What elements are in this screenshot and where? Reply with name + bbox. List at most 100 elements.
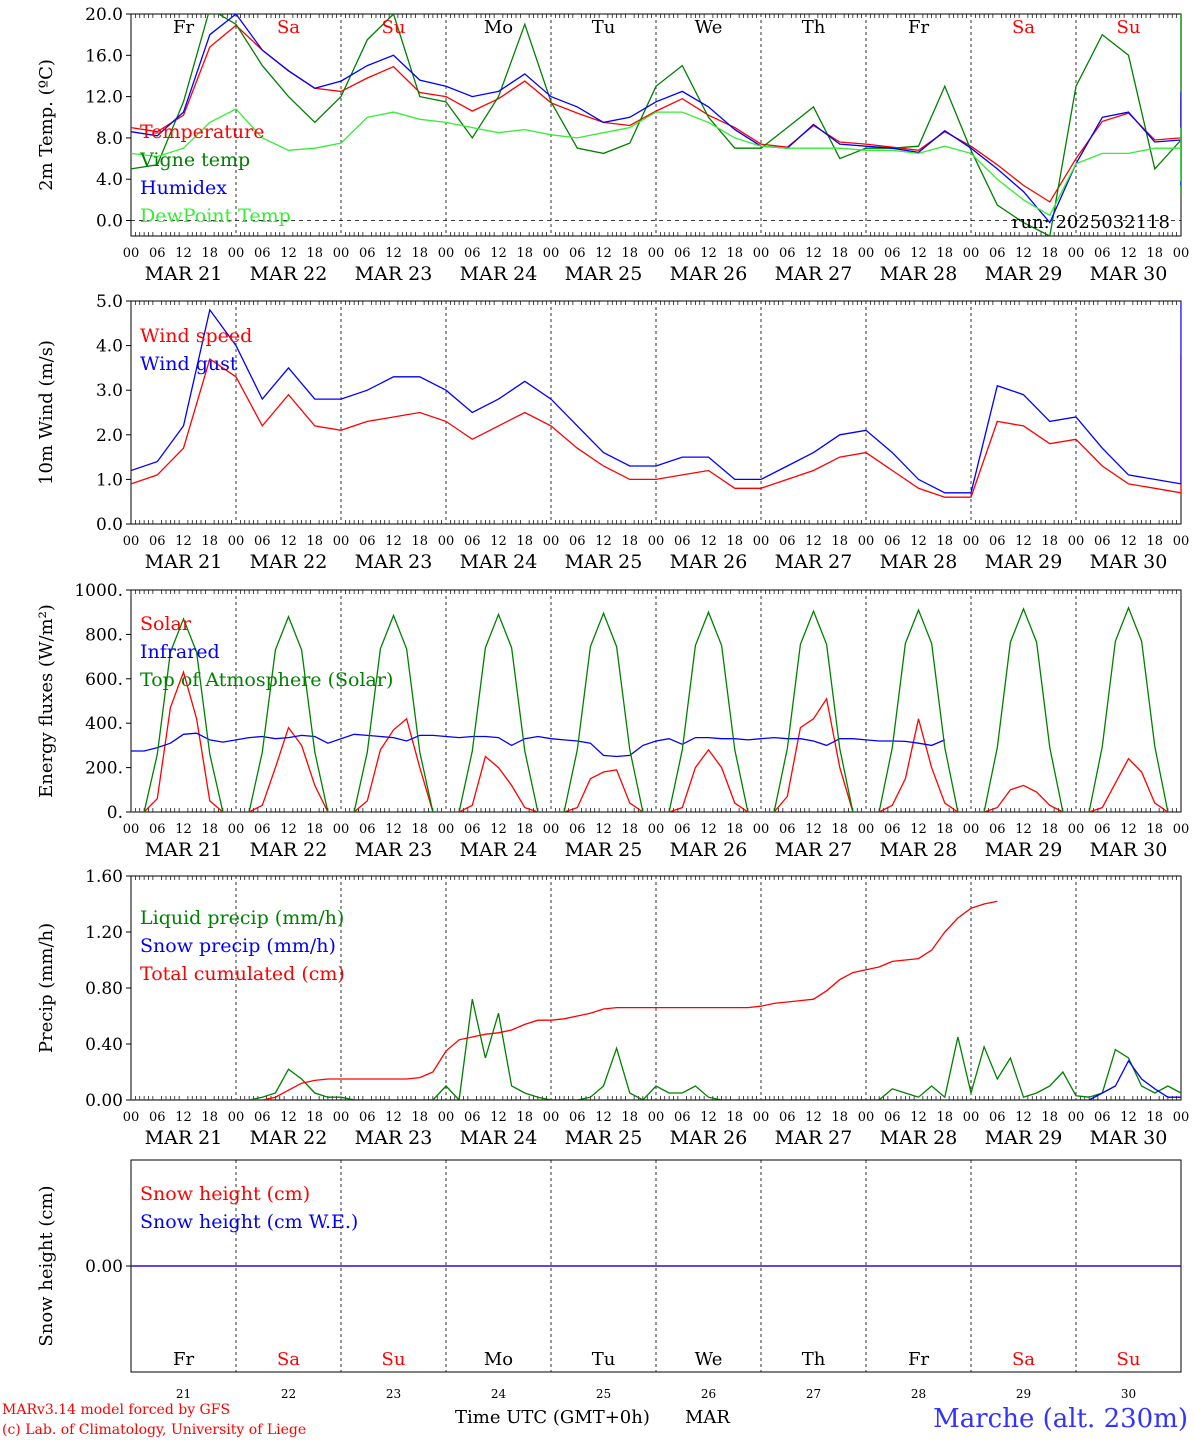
- hour-tick-label: 00: [753, 822, 770, 837]
- hour-tick-label: 00: [228, 822, 245, 837]
- y-axis-label: Energy fluxes (W/m²): [36, 604, 57, 798]
- date-label: MAR 25: [565, 263, 643, 285]
- weekday-label: Th: [802, 1349, 826, 1370]
- y-tick-label: 400.: [85, 714, 123, 734]
- y-tick-label: 800.: [85, 625, 123, 645]
- legend-entry: DewPoint Temp: [140, 205, 291, 227]
- y-tick-label: 8.0: [96, 129, 123, 149]
- chart-panel-2: 0.0 1.0 2.0 3.0 4.0 5.0 10m Wind (m/s) Wind spe…: [36, 292, 1189, 573]
- date-label: MAR 30: [1090, 263, 1168, 285]
- weekday-label: Th: [802, 17, 826, 38]
- hour-tick-label: 06: [359, 534, 376, 549]
- hour-tick-label: 00: [648, 822, 665, 837]
- hour-tick-label: 00: [1173, 1110, 1190, 1125]
- hour-tick-label: 00: [648, 1110, 665, 1125]
- hour-tick-label: 00: [858, 534, 875, 549]
- hour-tick-label: 06: [149, 1110, 166, 1125]
- hour-tick-label: 00: [543, 822, 560, 837]
- hour-tick-label: 06: [884, 822, 901, 837]
- hour-tick-label: 18: [1146, 246, 1163, 261]
- hour-tick-label: 06: [359, 822, 376, 837]
- hour-tick-label: 00: [123, 246, 140, 261]
- chart-panel-4: 0.00 0.40 0.80 1.20 1.60 Precip (mm/h) Liquid …: [36, 867, 1189, 1149]
- hour-tick-label: 00: [1068, 246, 1085, 261]
- series-line: [131, 14, 1181, 224]
- hour-tick-label: 12: [805, 822, 822, 837]
- date-label: MAR 29: [985, 839, 1063, 861]
- hour-tick-label: 18: [726, 822, 743, 837]
- x-axis-month: MAR: [685, 1407, 730, 1428]
- weekday-label: We: [695, 1349, 723, 1370]
- hour-tick-label: 06: [1094, 534, 1111, 549]
- y-tick-label: 0.80: [85, 979, 123, 999]
- hour-tick-label: 12: [1120, 534, 1137, 549]
- hour-tick-label: 06: [989, 246, 1006, 261]
- legend-entry: Wind gust: [140, 353, 238, 375]
- hour-tick-label: 06: [254, 534, 271, 549]
- hour-tick-label: 18: [1041, 1110, 1058, 1125]
- chart-panel-3: 0. 200. 400. 600. 800. 1000. Energy fluxes (W/…: [36, 581, 1189, 861]
- date-label: MAR 23: [355, 263, 433, 285]
- hour-tick-label: 18: [936, 534, 953, 549]
- hour-tick-label: 12: [1015, 246, 1032, 261]
- hour-tick-label: 18: [621, 246, 638, 261]
- date-label: MAR 30: [1090, 839, 1168, 861]
- series-line: [131, 301, 1181, 494]
- hour-tick-label: 06: [464, 534, 481, 549]
- date-label: MAR 30: [1090, 1127, 1168, 1149]
- hour-tick-label: 18: [621, 1110, 638, 1125]
- hour-tick-label: 18: [411, 246, 428, 261]
- hour-tick-label: 00: [543, 1110, 560, 1125]
- hour-tick-label: 06: [149, 822, 166, 837]
- date-label: MAR 25: [565, 1127, 643, 1149]
- weekday-label: Fr: [173, 17, 194, 38]
- hour-tick-label: 18: [516, 246, 533, 261]
- y-tick-label: 2.0: [96, 426, 123, 446]
- weekday-label: Sa: [1012, 17, 1035, 38]
- weekday-label: Su: [1117, 17, 1141, 38]
- station-label: Marche (alt. 230m): [933, 1404, 1188, 1434]
- y-tick-label: 1.20: [85, 923, 123, 943]
- legend-entry: Humidex: [140, 177, 227, 199]
- hour-tick-label: 00: [1173, 822, 1190, 837]
- weekday-label: Fr: [908, 1349, 929, 1370]
- weekday-label: Sa: [277, 17, 300, 38]
- date-label: MAR 28: [880, 263, 958, 285]
- hour-tick-label: 18: [726, 246, 743, 261]
- hour-tick-label: 00: [1068, 1110, 1085, 1125]
- date-label: MAR 29: [985, 551, 1063, 573]
- hour-tick-label: 18: [201, 534, 218, 549]
- hour-tick-label: 12: [175, 1110, 192, 1125]
- hour-tick-label: 06: [254, 246, 271, 261]
- day-number-label: 30: [1121, 1387, 1136, 1401]
- hour-tick-label: 18: [306, 1110, 323, 1125]
- hour-tick-label: 18: [1041, 246, 1058, 261]
- legend-entry: Infrared: [140, 641, 220, 663]
- hour-tick-label: 00: [858, 1110, 875, 1125]
- run-label: run: 2025032118: [1012, 212, 1170, 233]
- date-label: MAR 24: [460, 551, 538, 573]
- weekday-label: Tu: [592, 17, 616, 38]
- date-label: MAR 23: [355, 551, 433, 573]
- date-label: MAR 27: [775, 839, 853, 861]
- date-label: MAR 24: [460, 263, 538, 285]
- weekday-label: Mo: [484, 1349, 513, 1370]
- hour-tick-label: 00: [438, 822, 455, 837]
- hour-tick-label: 12: [175, 246, 192, 261]
- hour-tick-label: 06: [884, 534, 901, 549]
- legend-entry: Snow precip (mm/h): [140, 935, 336, 957]
- chart-panels: 0.0 4.0 8.0 12.0 16.0 20.0 2m Temp. (ºC) Temper…: [36, 5, 1189, 1401]
- y-tick-label: 0.40: [85, 1035, 123, 1055]
- day-number-label: 24: [491, 1387, 507, 1401]
- hour-tick-label: 12: [910, 534, 927, 549]
- hour-tick-label: 00: [753, 534, 770, 549]
- date-label: MAR 27: [775, 1127, 853, 1149]
- legend-entry: Top of Atmosphere (Solar): [140, 669, 393, 691]
- hour-tick-label: 06: [989, 1110, 1006, 1125]
- hour-tick-label: 00: [1173, 534, 1190, 549]
- weekday-label: Sa: [277, 1349, 300, 1370]
- hour-tick-label: 00: [1068, 822, 1085, 837]
- day-number-label: 27: [806, 1387, 821, 1401]
- series-line: [131, 354, 1181, 498]
- hour-tick-label: 18: [936, 1110, 953, 1125]
